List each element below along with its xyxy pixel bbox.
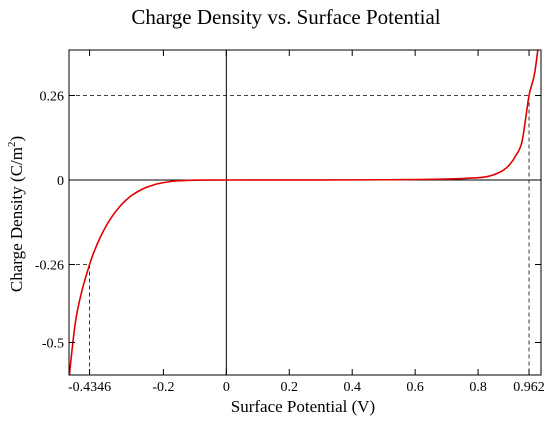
plot-frame — [68, 49, 542, 376]
y-tick-label: -0.26 — [35, 259, 64, 274]
x-axis-label: Surface Potential (V) — [231, 397, 375, 416]
chart-title: Charge Density vs. Surface Potential — [131, 5, 440, 29]
series-line-0 — [69, 50, 539, 375]
x-ticks: -0.4346 -0.2 0 0.2 0.4 0.6 0.8 0.962 — [68, 50, 545, 395]
y-axis-label-close: ) — [7, 136, 26, 142]
x-tick-label: 0.6 — [406, 380, 424, 395]
series-layer — [69, 50, 539, 375]
x-tick-label: 0.962 — [513, 380, 545, 395]
x-tick-label: 0.2 — [281, 380, 299, 395]
y-ticks: -0.5 -0.26 0 0.26 — [35, 90, 541, 352]
x-tick-label: -0.4346 — [68, 380, 111, 395]
y-tick-label: -0.5 — [42, 337, 64, 352]
x-tick-label: 0.8 — [469, 380, 487, 395]
y-axis-label: Charge Density (C/m2) — [6, 136, 26, 292]
y-tick-label: 0 — [57, 174, 64, 189]
y-axis-label-superscript: 2 — [6, 142, 18, 148]
reference-lines — [69, 95, 530, 375]
x-tick-label: 0.4 — [343, 380, 361, 395]
x-tick-label: 0 — [223, 380, 230, 395]
y-tick-label: 0.26 — [40, 90, 65, 105]
y-axis-label-main: Charge Density (C/m — [7, 147, 26, 292]
x-tick-label: -0.2 — [152, 380, 174, 395]
